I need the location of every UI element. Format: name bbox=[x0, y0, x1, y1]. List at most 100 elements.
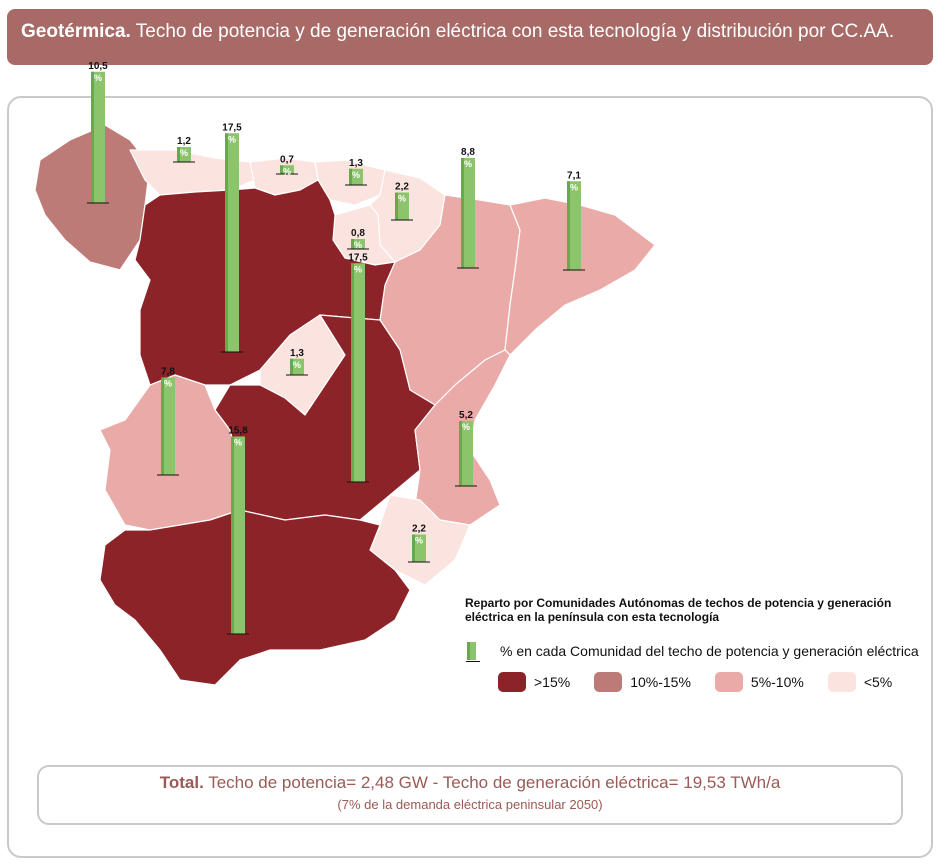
bar bbox=[351, 263, 365, 482]
bar-legend-icon bbox=[466, 642, 480, 662]
bar bbox=[567, 181, 581, 270]
region-bar: %1,3 bbox=[345, 158, 367, 186]
bar-value-label: 15,8 bbox=[228, 426, 248, 437]
bar bbox=[459, 421, 473, 486]
total-text: Techo de potencia= 2,48 GW - Techo de ge… bbox=[203, 773, 781, 792]
legend-item: 5%-10% bbox=[714, 672, 804, 692]
region-castilla-leon bbox=[134, 179, 396, 386]
bars-layer: %10,5%1,2%0,7%1,3%2,2%0,8%8,8%7,1%17,5%1… bbox=[87, 61, 585, 635]
legend-item: >15% bbox=[498, 672, 570, 692]
bar-percent-glyph: % bbox=[462, 422, 470, 432]
legend-item: 10%-15% bbox=[594, 672, 691, 692]
bar-percent-glyph: % bbox=[352, 170, 360, 180]
bar-percent-glyph: % bbox=[354, 264, 362, 274]
bar-value-label: 17,5 bbox=[222, 122, 242, 133]
bar-percent-glyph: % bbox=[283, 166, 291, 176]
region-bar: %2,2 bbox=[391, 182, 413, 221]
bar-value-label: 7,1 bbox=[567, 170, 581, 181]
legend-swatch bbox=[594, 672, 623, 692]
bar-edge bbox=[351, 263, 354, 482]
total-box: Total. Techo de potencia= 2,48 GW - Tech… bbox=[37, 765, 903, 825]
bar-edge bbox=[290, 358, 293, 375]
region-bar: %0,7 bbox=[276, 154, 298, 176]
bar-percent-glyph: % bbox=[180, 148, 188, 158]
bar bbox=[225, 133, 239, 352]
legend-title: Reparto por Comunidades Autónomas de tec… bbox=[465, 596, 892, 624]
bar-edge bbox=[225, 133, 228, 352]
bar-percent-glyph: % bbox=[234, 438, 242, 448]
bar-percent-glyph: % bbox=[570, 182, 578, 192]
bar-edge bbox=[349, 168, 352, 185]
bar-percent-glyph: % bbox=[354, 240, 362, 250]
region-bar: %17,5 bbox=[221, 122, 243, 353]
bar-value-label: 2,2 bbox=[395, 182, 409, 193]
region-bar: %5,2 bbox=[455, 410, 477, 487]
title-text: Techo de potencia y de generación eléctr… bbox=[130, 21, 895, 42]
bar bbox=[412, 534, 426, 562]
legend-item-label: <5% bbox=[863, 674, 893, 690]
bar bbox=[461, 158, 475, 268]
bar-percent-glyph: % bbox=[164, 379, 172, 389]
region-bar: %8,8 bbox=[457, 147, 479, 269]
total-note: (7% de la demanda eléctrica peninsular 2… bbox=[337, 797, 603, 812]
bar-edge bbox=[231, 436, 234, 634]
region-asturias bbox=[129, 149, 256, 196]
bar-percent-glyph: % bbox=[415, 536, 423, 546]
legend-item: <5% bbox=[827, 672, 893, 692]
title-tech: Geotérmica. bbox=[21, 21, 131, 42]
bar-edge bbox=[351, 239, 354, 249]
bar-edge bbox=[161, 377, 164, 475]
total-line: Total. Techo de potencia= 2,48 GW - Tech… bbox=[39, 773, 901, 793]
legend-bar-label: % en cada Comunidad del techo de potenci… bbox=[500, 643, 919, 659]
bar-value-label: 2,2 bbox=[412, 524, 426, 535]
bar-edge bbox=[177, 147, 180, 162]
legend-item-label: 5%-10% bbox=[750, 674, 804, 690]
legend-swatch bbox=[498, 672, 526, 692]
region-bar: %1,3 bbox=[286, 348, 308, 376]
region-bar: %10,5 bbox=[87, 61, 109, 204]
title-banner: Geotérmica. Techo de potencia y de gener… bbox=[7, 9, 933, 65]
region-bar: %0,8 bbox=[347, 228, 369, 250]
bar-value-label: 1,3 bbox=[290, 348, 304, 359]
bar-value-label: 5,2 bbox=[459, 410, 473, 421]
bar-value-label: 1,2 bbox=[177, 136, 191, 147]
region-bar: %1,2 bbox=[173, 136, 195, 163]
bar-value-label: 7,8 bbox=[161, 367, 175, 378]
bar-value-label: 17,5 bbox=[348, 252, 368, 263]
bar bbox=[349, 168, 363, 185]
region-bar: %7,8 bbox=[157, 367, 179, 476]
bar-edge bbox=[395, 192, 398, 220]
bar bbox=[91, 71, 105, 203]
bar bbox=[177, 147, 191, 162]
bar-percent-glyph: % bbox=[228, 134, 236, 144]
bar-edge bbox=[91, 71, 94, 203]
region-bar: %2,2 bbox=[408, 524, 430, 563]
bar-edge bbox=[461, 158, 464, 268]
region-andalucia bbox=[99, 509, 411, 686]
bar-value-label: 1,3 bbox=[349, 158, 363, 169]
legend-item-label: >15% bbox=[534, 674, 571, 690]
bar-edge bbox=[412, 534, 415, 562]
bar bbox=[395, 192, 409, 220]
bar-percent-glyph: % bbox=[293, 360, 301, 370]
region-cataluna bbox=[504, 197, 656, 356]
bar bbox=[290, 358, 304, 375]
bar-edge bbox=[567, 181, 570, 270]
bar bbox=[351, 239, 365, 249]
bar-edge bbox=[280, 165, 283, 174]
region-bar: %17,5 bbox=[347, 252, 369, 483]
bar-percent-glyph: % bbox=[398, 194, 406, 204]
legend-item-label: 10%-15% bbox=[630, 674, 691, 690]
bar-percent-glyph: % bbox=[94, 73, 102, 83]
bar bbox=[280, 165, 294, 174]
bar-percent-glyph: % bbox=[464, 159, 472, 169]
total-label: Total. bbox=[159, 773, 204, 792]
legend-bar-row: % en cada Comunidad del techo de potenci… bbox=[466, 641, 919, 662]
legend-swatch bbox=[714, 672, 743, 692]
legend-swatch bbox=[827, 672, 856, 692]
bar bbox=[231, 436, 245, 634]
region-bar: %7,1 bbox=[563, 170, 585, 271]
bar bbox=[161, 377, 175, 475]
bar-value-label: 10,5 bbox=[88, 61, 108, 72]
